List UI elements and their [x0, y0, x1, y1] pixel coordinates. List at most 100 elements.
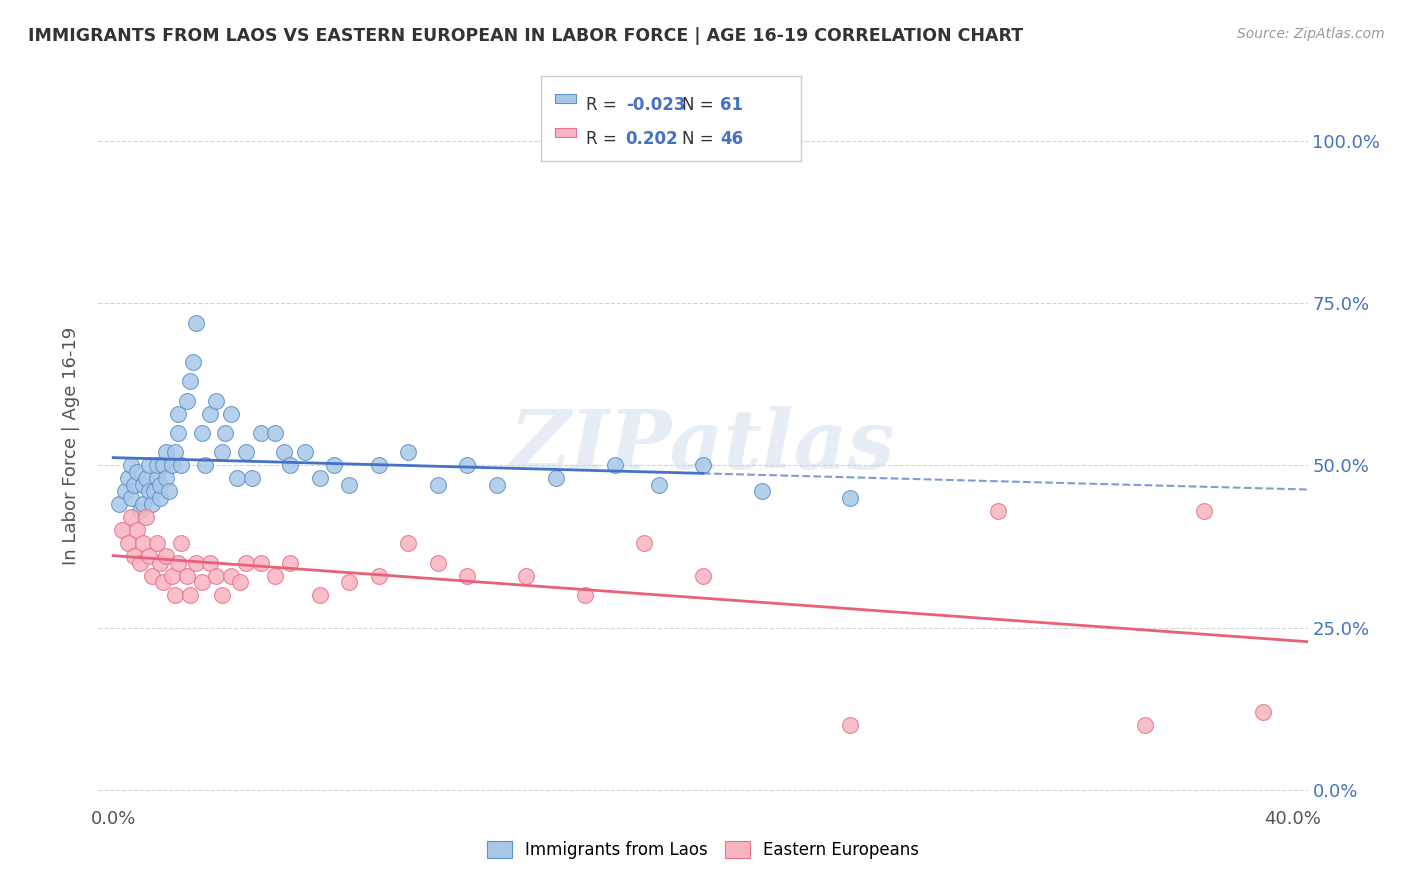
Point: [751, 484, 773, 499]
Point: [146, 471, 169, 485]
Point: [323, 458, 346, 473]
Point: [138, 549, 160, 564]
Point: [138, 458, 160, 473]
Point: [146, 458, 169, 473]
Point: [184, 556, 207, 570]
Point: [264, 568, 287, 582]
Point: [149, 491, 172, 505]
Point: [179, 588, 201, 602]
Point: [160, 458, 183, 473]
Point: [190, 575, 212, 590]
Point: [226, 471, 249, 485]
Point: [264, 425, 287, 440]
Point: [294, 445, 316, 459]
Text: N =: N =: [682, 96, 713, 114]
Point: [138, 484, 160, 499]
Point: [200, 556, 222, 570]
Point: [152, 575, 174, 590]
Point: [249, 425, 271, 440]
Point: [515, 568, 537, 582]
Point: [235, 445, 257, 459]
Point: [194, 458, 217, 473]
Point: [229, 575, 252, 590]
Point: [167, 425, 190, 440]
Point: [120, 510, 142, 524]
Point: [176, 568, 198, 582]
Point: [200, 407, 222, 421]
Point: [125, 524, 148, 538]
Point: [278, 458, 301, 473]
Point: [367, 458, 389, 473]
Point: [149, 556, 172, 570]
Point: [205, 568, 228, 582]
Point: [120, 491, 142, 505]
Point: [648, 478, 671, 492]
Point: [152, 458, 174, 473]
Point: [176, 393, 198, 408]
Text: N =: N =: [682, 130, 713, 148]
Point: [155, 471, 177, 485]
Text: 0.202: 0.202: [626, 130, 678, 148]
Point: [987, 504, 1010, 518]
Point: [633, 536, 655, 550]
Point: [170, 458, 193, 473]
Point: [219, 568, 242, 582]
Point: [122, 478, 145, 492]
Point: [214, 425, 236, 440]
Point: [219, 407, 242, 421]
Text: R =: R =: [586, 96, 617, 114]
Point: [120, 458, 142, 473]
Point: [240, 471, 263, 485]
Point: [839, 718, 862, 732]
Point: [128, 556, 150, 570]
Point: [205, 393, 228, 408]
Point: [184, 316, 207, 330]
Point: [692, 458, 714, 473]
Point: [839, 491, 862, 505]
Point: [1135, 718, 1157, 732]
Point: [155, 549, 177, 564]
Point: [337, 575, 360, 590]
Point: [135, 471, 157, 485]
Point: [117, 536, 139, 550]
Point: [111, 524, 134, 538]
Point: [544, 471, 567, 485]
Point: [456, 568, 478, 582]
Text: R =: R =: [586, 130, 617, 148]
Point: [125, 465, 148, 479]
Point: [165, 588, 187, 602]
Point: [160, 568, 183, 582]
Point: [485, 478, 508, 492]
Point: [149, 478, 172, 492]
Point: [141, 568, 163, 582]
Point: [157, 484, 180, 499]
Point: [167, 407, 190, 421]
Text: IMMIGRANTS FROM LAOS VS EASTERN EUROPEAN IN LABOR FORCE | AGE 16-19 CORRELATION : IMMIGRANTS FROM LAOS VS EASTERN EUROPEAN…: [28, 27, 1024, 45]
Point: [135, 510, 157, 524]
Point: [574, 588, 596, 602]
Text: 46: 46: [720, 130, 742, 148]
Point: [146, 536, 169, 550]
Point: [308, 471, 330, 485]
Point: [273, 445, 295, 459]
Point: [456, 458, 478, 473]
Point: [179, 374, 201, 388]
Point: [426, 556, 449, 570]
Point: [367, 568, 389, 582]
Text: Source: ZipAtlas.com: Source: ZipAtlas.com: [1237, 27, 1385, 41]
Point: [131, 536, 153, 550]
Point: [181, 354, 204, 368]
Point: [131, 478, 153, 492]
Point: [122, 549, 145, 564]
Point: [190, 425, 212, 440]
Point: [143, 484, 166, 499]
Point: [108, 497, 131, 511]
Point: [117, 471, 139, 485]
Point: [170, 536, 193, 550]
Point: [114, 484, 136, 499]
Point: [278, 556, 301, 570]
Point: [396, 445, 419, 459]
Legend: Immigrants from Laos, Eastern Europeans: Immigrants from Laos, Eastern Europeans: [481, 834, 925, 866]
Point: [211, 445, 233, 459]
Point: [167, 556, 190, 570]
